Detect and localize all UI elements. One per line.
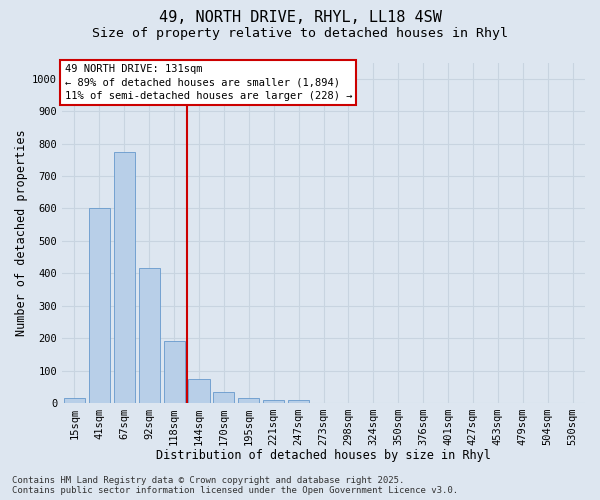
- Bar: [164, 342, 185, 403]
- Bar: [64, 398, 85, 403]
- Text: Size of property relative to detached houses in Rhyl: Size of property relative to detached ho…: [92, 28, 508, 40]
- Bar: [238, 398, 259, 403]
- Text: 49, NORTH DRIVE, RHYL, LL18 4SW: 49, NORTH DRIVE, RHYL, LL18 4SW: [158, 10, 442, 25]
- Bar: [263, 400, 284, 403]
- Text: Contains HM Land Registry data © Crown copyright and database right 2025.
Contai: Contains HM Land Registry data © Crown c…: [12, 476, 458, 495]
- Bar: [139, 268, 160, 403]
- Bar: [188, 378, 209, 403]
- Text: 49 NORTH DRIVE: 131sqm
← 89% of detached houses are smaller (1,894)
11% of semi-: 49 NORTH DRIVE: 131sqm ← 89% of detached…: [65, 64, 352, 100]
- X-axis label: Distribution of detached houses by size in Rhyl: Distribution of detached houses by size …: [156, 450, 491, 462]
- Bar: [89, 208, 110, 403]
- Y-axis label: Number of detached properties: Number of detached properties: [15, 130, 28, 336]
- Bar: [214, 392, 235, 403]
- Bar: [288, 400, 309, 403]
- Bar: [114, 152, 135, 403]
